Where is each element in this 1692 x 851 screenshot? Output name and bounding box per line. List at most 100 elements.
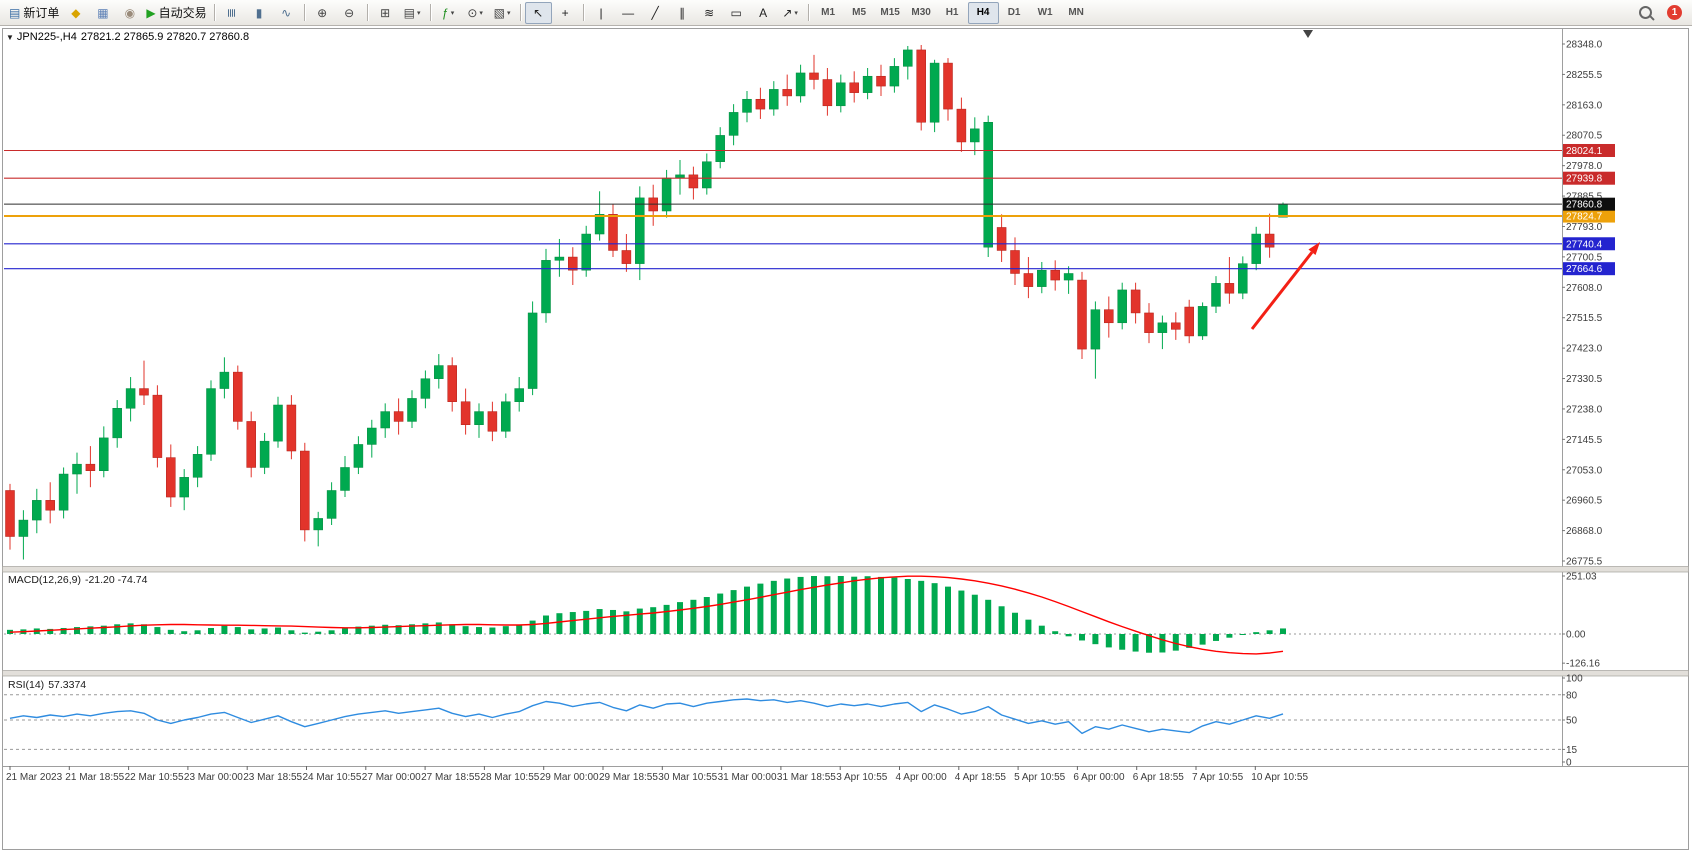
candle-body [742, 98, 752, 113]
toolbar-separator [213, 4, 215, 21]
arrows-button[interactable]: ↗ ▾ [777, 2, 804, 24]
shapes-button[interactable]: ▭ [723, 2, 750, 24]
timeframe-button-H1[interactable]: H1 [945, 7, 959, 18]
toolbar-separator [303, 4, 305, 21]
svg-text:5 Apr 10:55: 5 Apr 10:55 [1014, 772, 1066, 783]
indicators-icon: ƒ [442, 5, 449, 20]
one-click-trading-icon[interactable]: ▼ [6, 33, 14, 42]
candle-body [728, 112, 739, 136]
svg-text:27978.0: 27978.0 [1566, 161, 1603, 172]
macd-histogram-bar [556, 613, 563, 634]
vertical-line-button[interactable]: | [588, 2, 615, 24]
chart-shift-marker[interactable] [1303, 30, 1313, 38]
svg-text:27423.0: 27423.0 [1566, 344, 1603, 355]
macd-histogram-bar [730, 590, 737, 634]
templates-button[interactable]: ▧ ▾ [489, 2, 516, 24]
candle-body [434, 365, 444, 379]
macd-histogram-bar [1253, 632, 1260, 634]
macd-histogram-bar [770, 580, 777, 634]
indicators-button[interactable]: ƒ ▾ [435, 2, 462, 24]
candle-body [447, 365, 457, 402]
dropdown-caret-icon: ▾ [794, 9, 798, 17]
svg-text:27664.6: 27664.6 [1566, 264, 1603, 275]
community-button[interactable]: ◉ [116, 2, 143, 24]
macd-histogram-bar [891, 577, 898, 634]
line-chart-icon: ∿ [281, 5, 292, 20]
zoom-in-button[interactable]: ⊕ [309, 2, 336, 24]
timeframe-button-M1[interactable]: M1 [821, 7, 836, 18]
macd-histogram-bar [945, 586, 951, 634]
panel-splitter[interactable] [2, 670, 1689, 677]
periods-button[interactable]: ⊙ ▾ [462, 2, 489, 24]
macd-histogram-bar [208, 627, 214, 634]
timeframe-button-M5[interactable]: M5 [852, 7, 867, 18]
candle-body [1251, 233, 1261, 264]
tile-windows-button[interactable]: ⊞ [372, 2, 399, 24]
candle-body [112, 408, 122, 439]
macd-histogram-bar [1065, 634, 1072, 637]
svg-text:22 Mar 10:55: 22 Mar 10:55 [125, 772, 184, 783]
candle-body [5, 490, 15, 537]
macd-histogram-bar [971, 594, 978, 634]
candle-body [769, 89, 779, 110]
new-order-button[interactable]: ▤ 新订单 [6, 2, 62, 24]
timeframe-button-W1[interactable]: W1 [1037, 7, 1053, 18]
trend-arrow-annotation[interactable] [1250, 242, 1320, 330]
macd-histogram-bar [1226, 634, 1233, 638]
macd-histogram-bar [824, 576, 831, 634]
macd-histogram-bar [275, 627, 281, 634]
timeframe-button-H4[interactable]: H4 [967, 1, 999, 24]
zoom-out-button[interactable]: ⊖ [336, 2, 363, 24]
macd-histogram-bar [1012, 612, 1018, 634]
fibonacci-button[interactable]: ≋ [696, 2, 723, 24]
macd-histogram-bar [355, 626, 362, 634]
candle-body [259, 440, 270, 468]
panel-splitter[interactable] [2, 566, 1689, 573]
svg-text:26960.5: 26960.5 [1566, 496, 1603, 507]
line-chart-button[interactable]: ∿ [273, 2, 300, 24]
cursor-icon: ↖ [533, 5, 544, 20]
mql5-button[interactable]: ◆ [62, 2, 89, 24]
svg-text:4 Apr 18:55: 4 Apr 18:55 [955, 772, 1007, 783]
autotrading-icon: ▶ [146, 5, 156, 20]
horizontal-line-button[interactable]: — [615, 2, 642, 24]
candle-body [541, 260, 551, 314]
timeframe-button-MN[interactable]: MN [1068, 7, 1084, 18]
candle-body [367, 427, 377, 445]
macd-values: -21.20 -74.74 [84, 574, 148, 586]
timeframe-button-M15[interactable]: M15 [880, 7, 900, 18]
candlestick-chart-button[interactable]: ▮ [246, 2, 273, 24]
crosshair-button[interactable]: + [552, 2, 579, 24]
macd-histogram-bar [181, 631, 188, 634]
cursor-button[interactable]: ↖ [524, 1, 552, 24]
macd-histogram-bar [127, 623, 134, 634]
svg-text:24 Mar 10:55: 24 Mar 10:55 [303, 772, 362, 783]
svg-text:27860.8: 27860.8 [1566, 200, 1603, 211]
candle-body [943, 62, 953, 110]
new-chart-button[interactable]: ▤ ▾ [399, 2, 426, 24]
channel-button[interactable]: ∥ [669, 2, 696, 24]
candle-body [809, 72, 819, 80]
trendline-button[interactable]: ╱ [642, 2, 669, 24]
notification-badge[interactable]: 1 [1667, 5, 1682, 20]
timeframe-button-D1[interactable]: D1 [1007, 7, 1021, 18]
bar-chart-button[interactable]: ≣ [219, 2, 246, 24]
candle-body [849, 82, 859, 93]
candle-body [1224, 283, 1235, 294]
macd-histogram-bar [489, 627, 496, 634]
search-button[interactable] [1632, 2, 1659, 24]
text-button[interactable]: A [750, 2, 777, 24]
ohlc-values: 27821.2 27865.9 27820.7 27860.8 [80, 31, 250, 43]
price-badge [1563, 262, 1615, 276]
charts-button[interactable]: ▦ [89, 2, 116, 24]
candle-body [1010, 250, 1020, 274]
svg-text:27793.0: 27793.0 [1566, 222, 1603, 233]
toolbar-buttons: ▤ 新订单 ◆ ▦ ◉ ▶ 自动交易 ≣ ▮ ∿ ⊕ ⊖ ⊞ ▤ ▾ ƒ ▾ ⊙ ▾ ▧ ▾ ↖ + | — ╱ ∥ ≋ ▭ A ↗ ▾ M1 M… [6, 1, 1092, 24]
autotrading-button[interactable]: ▶ 自动交易 [143, 2, 209, 24]
macd-signal-line [9, 575, 1284, 655]
candle-body [206, 388, 216, 455]
timeframe-button-M30[interactable]: M30 [911, 7, 931, 18]
macd-histogram-bar [435, 622, 442, 634]
